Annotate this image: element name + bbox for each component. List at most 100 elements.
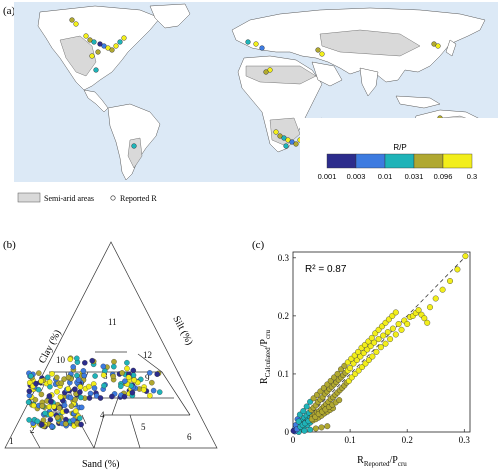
soil-sample-point: [39, 403, 45, 409]
data-point: [447, 278, 453, 284]
soil-sample-point: [100, 372, 107, 378]
soil-sample-point: [25, 399, 32, 405]
site-marker: [293, 141, 299, 147]
x-axis-label-densub: cru: [398, 460, 407, 468]
soil-sample-point: [77, 389, 83, 395]
soil-sample-point: [54, 388, 60, 395]
colorbar-tick-label: 0.096: [434, 172, 453, 181]
soil-sample-point: [89, 357, 95, 364]
data-point: [318, 424, 325, 431]
soil-sample-point: [72, 396, 78, 403]
central-america-landmass: [83, 89, 109, 113]
soil-sample-point: [46, 393, 53, 399]
data-point: [336, 397, 343, 404]
semi-arid-legend-label: Semi-arid areas: [44, 194, 94, 203]
colorbar-segment: [442, 153, 473, 169]
data-point: [439, 286, 446, 293]
india-landmass: [359, 67, 379, 97]
data-point: [462, 253, 469, 260]
semi-arid-central-asia: [319, 29, 421, 57]
soil-sample-point: [121, 393, 128, 400]
x-tick-label: 0.1: [344, 435, 355, 445]
colorbar-title: R/P: [393, 143, 406, 152]
data-point: [375, 336, 382, 343]
soil-sample-point: [125, 374, 132, 381]
site-marker: [263, 69, 269, 75]
soil-sample-point: [42, 410, 48, 416]
y-axis-label-den: /P: [259, 339, 270, 348]
soil-sample-point: [111, 363, 117, 370]
class-boundaries: [29, 351, 191, 449]
data-point: [421, 315, 428, 322]
soil-sample-point: [154, 371, 160, 377]
data-point: [347, 365, 354, 372]
y-tick-label: 0.3: [278, 253, 290, 263]
soil-sample-point: [67, 356, 73, 363]
colorbar-tick-label: 0.3: [467, 172, 477, 181]
site-marker: [91, 39, 97, 45]
colorbar-tick-label: 0.01: [378, 172, 393, 181]
soil-sample-point: [70, 364, 76, 370]
colorbar: 0.001 0.003 0.01 0.031 0.096 0.3: [318, 153, 477, 181]
soil-sample-point: [74, 355, 80, 362]
soil-sample-point: [97, 395, 104, 401]
data-point: [355, 348, 362, 355]
soil-sample-point: [119, 370, 125, 376]
soil-sample-point: [156, 389, 163, 395]
data-point: [373, 348, 380, 355]
soil-sample-point: [77, 415, 83, 421]
data-point: [295, 418, 302, 425]
reported-r-legend-marker: [110, 195, 116, 201]
colorbar-tick-label: 0.001: [318, 172, 337, 181]
soil-sample-point: [131, 377, 137, 383]
class-label-7: 7: [40, 383, 45, 393]
soil-sample-point: [34, 418, 41, 425]
soil-sample-point: [30, 402, 37, 409]
soil-sample-point: [38, 391, 45, 398]
soil-sample-point: [130, 367, 137, 374]
site-marker: [109, 47, 115, 53]
colorbar-segment: [355, 153, 386, 169]
soil-sample-point: [124, 365, 130, 372]
soil-sample-point: [36, 370, 42, 376]
soil-sample-point: [46, 404, 52, 410]
soil-sample-point: [149, 379, 155, 386]
arabia-landmass: [311, 61, 343, 87]
class-label-10: 10: [56, 355, 66, 365]
semi-arid-legend-swatch: [17, 192, 41, 203]
data-point: [387, 336, 394, 343]
soil-sample-point: [54, 374, 60, 381]
soil-sample-point: [86, 395, 93, 401]
soil-sample-point: [44, 374, 51, 381]
soil-sample-point: [78, 421, 84, 428]
soil-sample-point: [48, 411, 54, 417]
soil-sample-point: [63, 408, 70, 414]
data-point: [395, 321, 402, 327]
soil-sample-point: [26, 388, 33, 394]
soil-sample-point: [72, 386, 78, 392]
soil-sample-point: [56, 405, 63, 411]
data-point: [380, 332, 387, 339]
site-marker: [73, 21, 79, 27]
data-point: [404, 321, 411, 327]
semi-arid-north-america: [59, 35, 97, 77]
data-point: [334, 370, 341, 377]
data-point: [432, 295, 439, 302]
site-marker: [253, 41, 259, 47]
reported-r-legend-label: Reported R: [120, 194, 157, 203]
soil-sample-point: [49, 371, 55, 377]
japan-landmass: [445, 39, 457, 57]
soil-sample-point: [51, 403, 57, 410]
colorbar-segment: [384, 153, 415, 169]
class-label-4: 4: [100, 410, 105, 420]
soil-sample-point: [39, 421, 45, 428]
semi-arid-sahel: [245, 65, 317, 85]
soil-sample-point: [118, 383, 124, 390]
soil-sample-point: [35, 386, 42, 393]
colorbar-segment: [326, 153, 357, 169]
y-axis-label-sub: Calculated: [264, 347, 272, 377]
soil-sample-point: [61, 402, 68, 409]
soil-sample-point: [73, 408, 79, 414]
y-tick-label: 0.1: [278, 369, 289, 379]
soil-sample-point: [109, 393, 115, 400]
